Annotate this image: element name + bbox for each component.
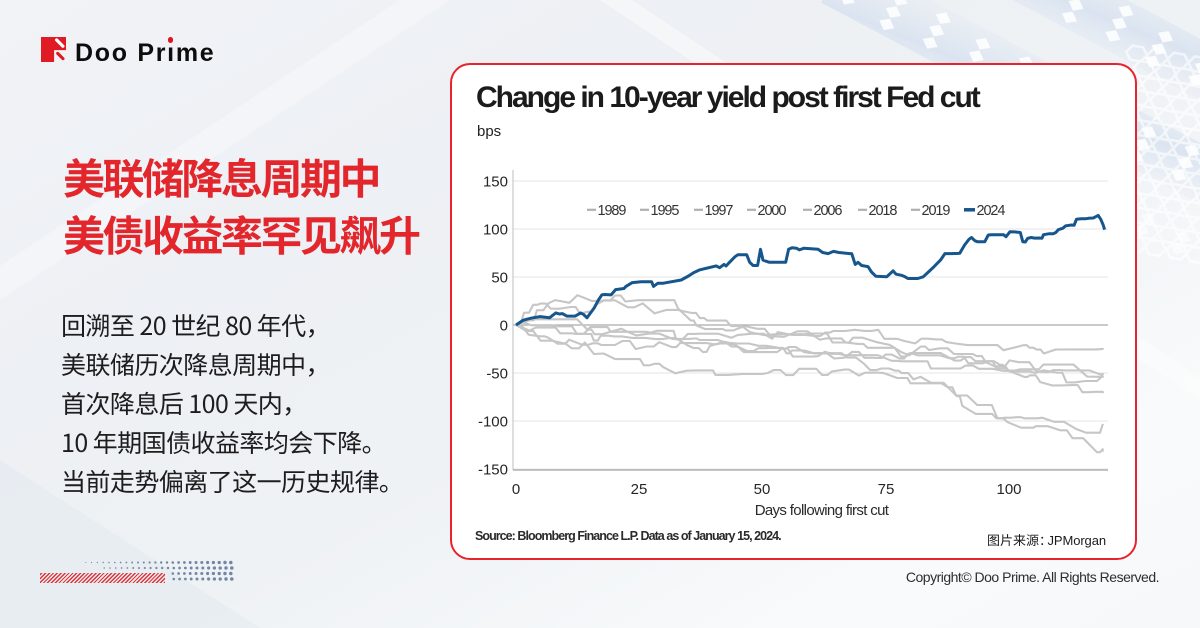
svg-text:1995: 1995 [651,203,680,219]
svg-text:50: 50 [754,481,771,498]
svg-text:0: 0 [500,318,508,335]
svg-text:2019: 2019 [922,203,951,219]
svg-text:0: 0 [512,481,520,498]
svg-text:50: 50 [491,270,508,287]
svg-text:1989: 1989 [598,203,627,219]
svg-text:-100: -100 [478,414,508,431]
svg-text:150: 150 [483,174,508,191]
svg-text:1997: 1997 [705,203,734,219]
svg-text:-50: -50 [486,366,508,383]
svg-text:75: 75 [878,481,895,498]
svg-text:2006: 2006 [814,203,843,219]
svg-text:100: 100 [996,481,1021,498]
svg-text:2000: 2000 [758,203,787,219]
svg-text:2018: 2018 [869,203,898,219]
svg-text:-150: -150 [478,462,508,479]
svg-text:100: 100 [483,222,508,239]
svg-text:JPMorgan: JPMorgan [1048,533,1106,548]
svg-text:25: 25 [631,481,648,498]
svg-text:2024: 2024 [977,203,1006,219]
